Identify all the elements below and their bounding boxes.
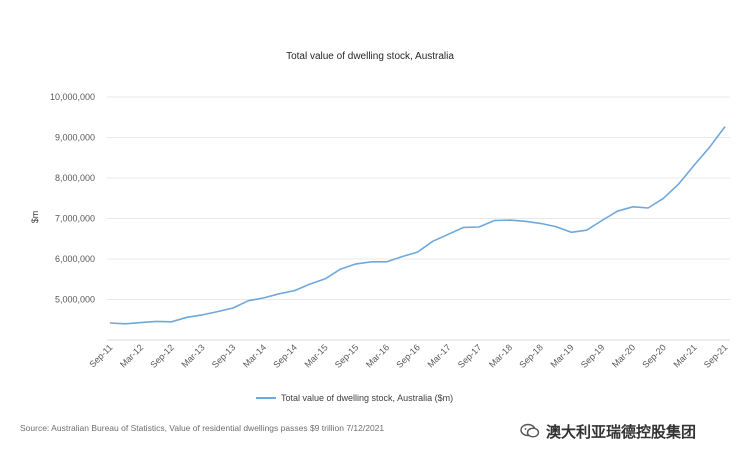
y-tick-label: 8,000,000 <box>55 173 95 183</box>
wechat-icon <box>520 423 540 439</box>
x-tick-label: Mar-15 <box>302 342 329 369</box>
x-tick-label: Sep-15 <box>333 342 361 370</box>
watermark: 澳大利亚瑞德控股集团 <box>520 420 696 442</box>
x-tick-label: Mar-16 <box>364 342 391 369</box>
x-tick-label: Mar-12 <box>118 342 145 369</box>
y-tick-label: 6,000,000 <box>55 254 95 264</box>
gridlines <box>107 96 730 300</box>
y-tick-label: 10,000,000 <box>50 92 95 102</box>
y-axis-label: $m <box>30 211 40 224</box>
legend-label: Total value of dwelling stock, Australia… <box>281 393 453 403</box>
x-tick-label: Sep-17 <box>456 342 484 370</box>
x-tick-label: Mar-20 <box>610 342 637 369</box>
x-tick-label: Mar-21 <box>671 342 698 369</box>
source-note: Source: Australian Bureau of Statistics,… <box>20 423 385 433</box>
x-tick-label: Mar-13 <box>179 342 206 369</box>
x-tick-label: Sep-19 <box>579 342 607 370</box>
x-tick-label: Sep-16 <box>394 342 422 370</box>
x-tick-label: Sep-12 <box>148 342 176 370</box>
series-line <box>109 126 726 325</box>
x-tick-label: Sep-13 <box>210 342 238 370</box>
watermark-text: 澳大利亚瑞德控股集团 <box>546 422 697 441</box>
x-tick-label: Sep-18 <box>517 342 545 370</box>
x-tick-label: Sep-20 <box>640 342 668 370</box>
legend: Total value of dwelling stock, Australia… <box>256 393 453 403</box>
y-tick-label: 5,000,000 <box>55 295 95 305</box>
chart-title: Total value of dwelling stock, Australia <box>286 51 454 62</box>
x-tick-label: Mar-17 <box>425 342 452 369</box>
x-tick-label: Sep-11 <box>87 342 114 369</box>
x-tick-label: Mar-14 <box>241 342 268 369</box>
x-tick-label: Sep-14 <box>271 342 299 370</box>
x-tick-label: Mar-19 <box>548 342 575 369</box>
y-tick-label: 9,000,000 <box>55 133 95 143</box>
x-tick-label: Sep-21 <box>702 342 730 370</box>
x-tick-label: Mar-18 <box>487 342 514 369</box>
y-axis-ticks: 5,000,000 6,000,000 7,000,000 8,000,000 9,00… <box>50 92 95 305</box>
y-tick-label: 7,000,000 <box>55 214 95 224</box>
x-axis-ticks: Sep-11 Mar-12 Sep-12 Mar-13 Sep-13 Mar-14 Sep-… <box>87 342 729 370</box>
